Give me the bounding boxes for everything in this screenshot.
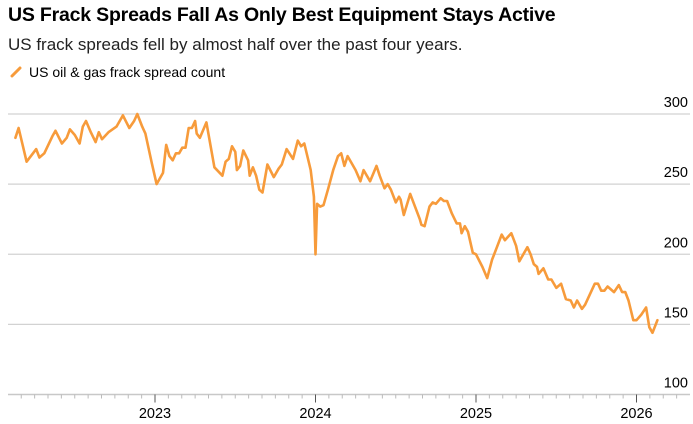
x-tick-label: 2026	[620, 406, 652, 422]
y-tick-label: 150	[664, 305, 688, 321]
legend-label: US oil & gas frack spread count	[29, 64, 226, 80]
legend-line-icon	[10, 66, 22, 78]
series-line	[14, 112, 659, 335]
chart-subtitle: US frack spreads fell by almost half ove…	[8, 35, 463, 54]
x-tick-label: 2024	[299, 406, 331, 422]
y-tick-label: 100	[664, 376, 688, 392]
chart-title: US Frack Spreads Fall As Only Best Equip…	[8, 4, 556, 26]
y-tick-label: 250	[664, 165, 688, 181]
x-tick-label: 2023	[139, 406, 171, 422]
legend: US oil & gas frack spread count	[10, 64, 225, 80]
y-tick-label: 300	[664, 95, 688, 111]
x-tick-label: 2025	[460, 406, 492, 422]
y-tick-label: 200	[664, 235, 688, 251]
